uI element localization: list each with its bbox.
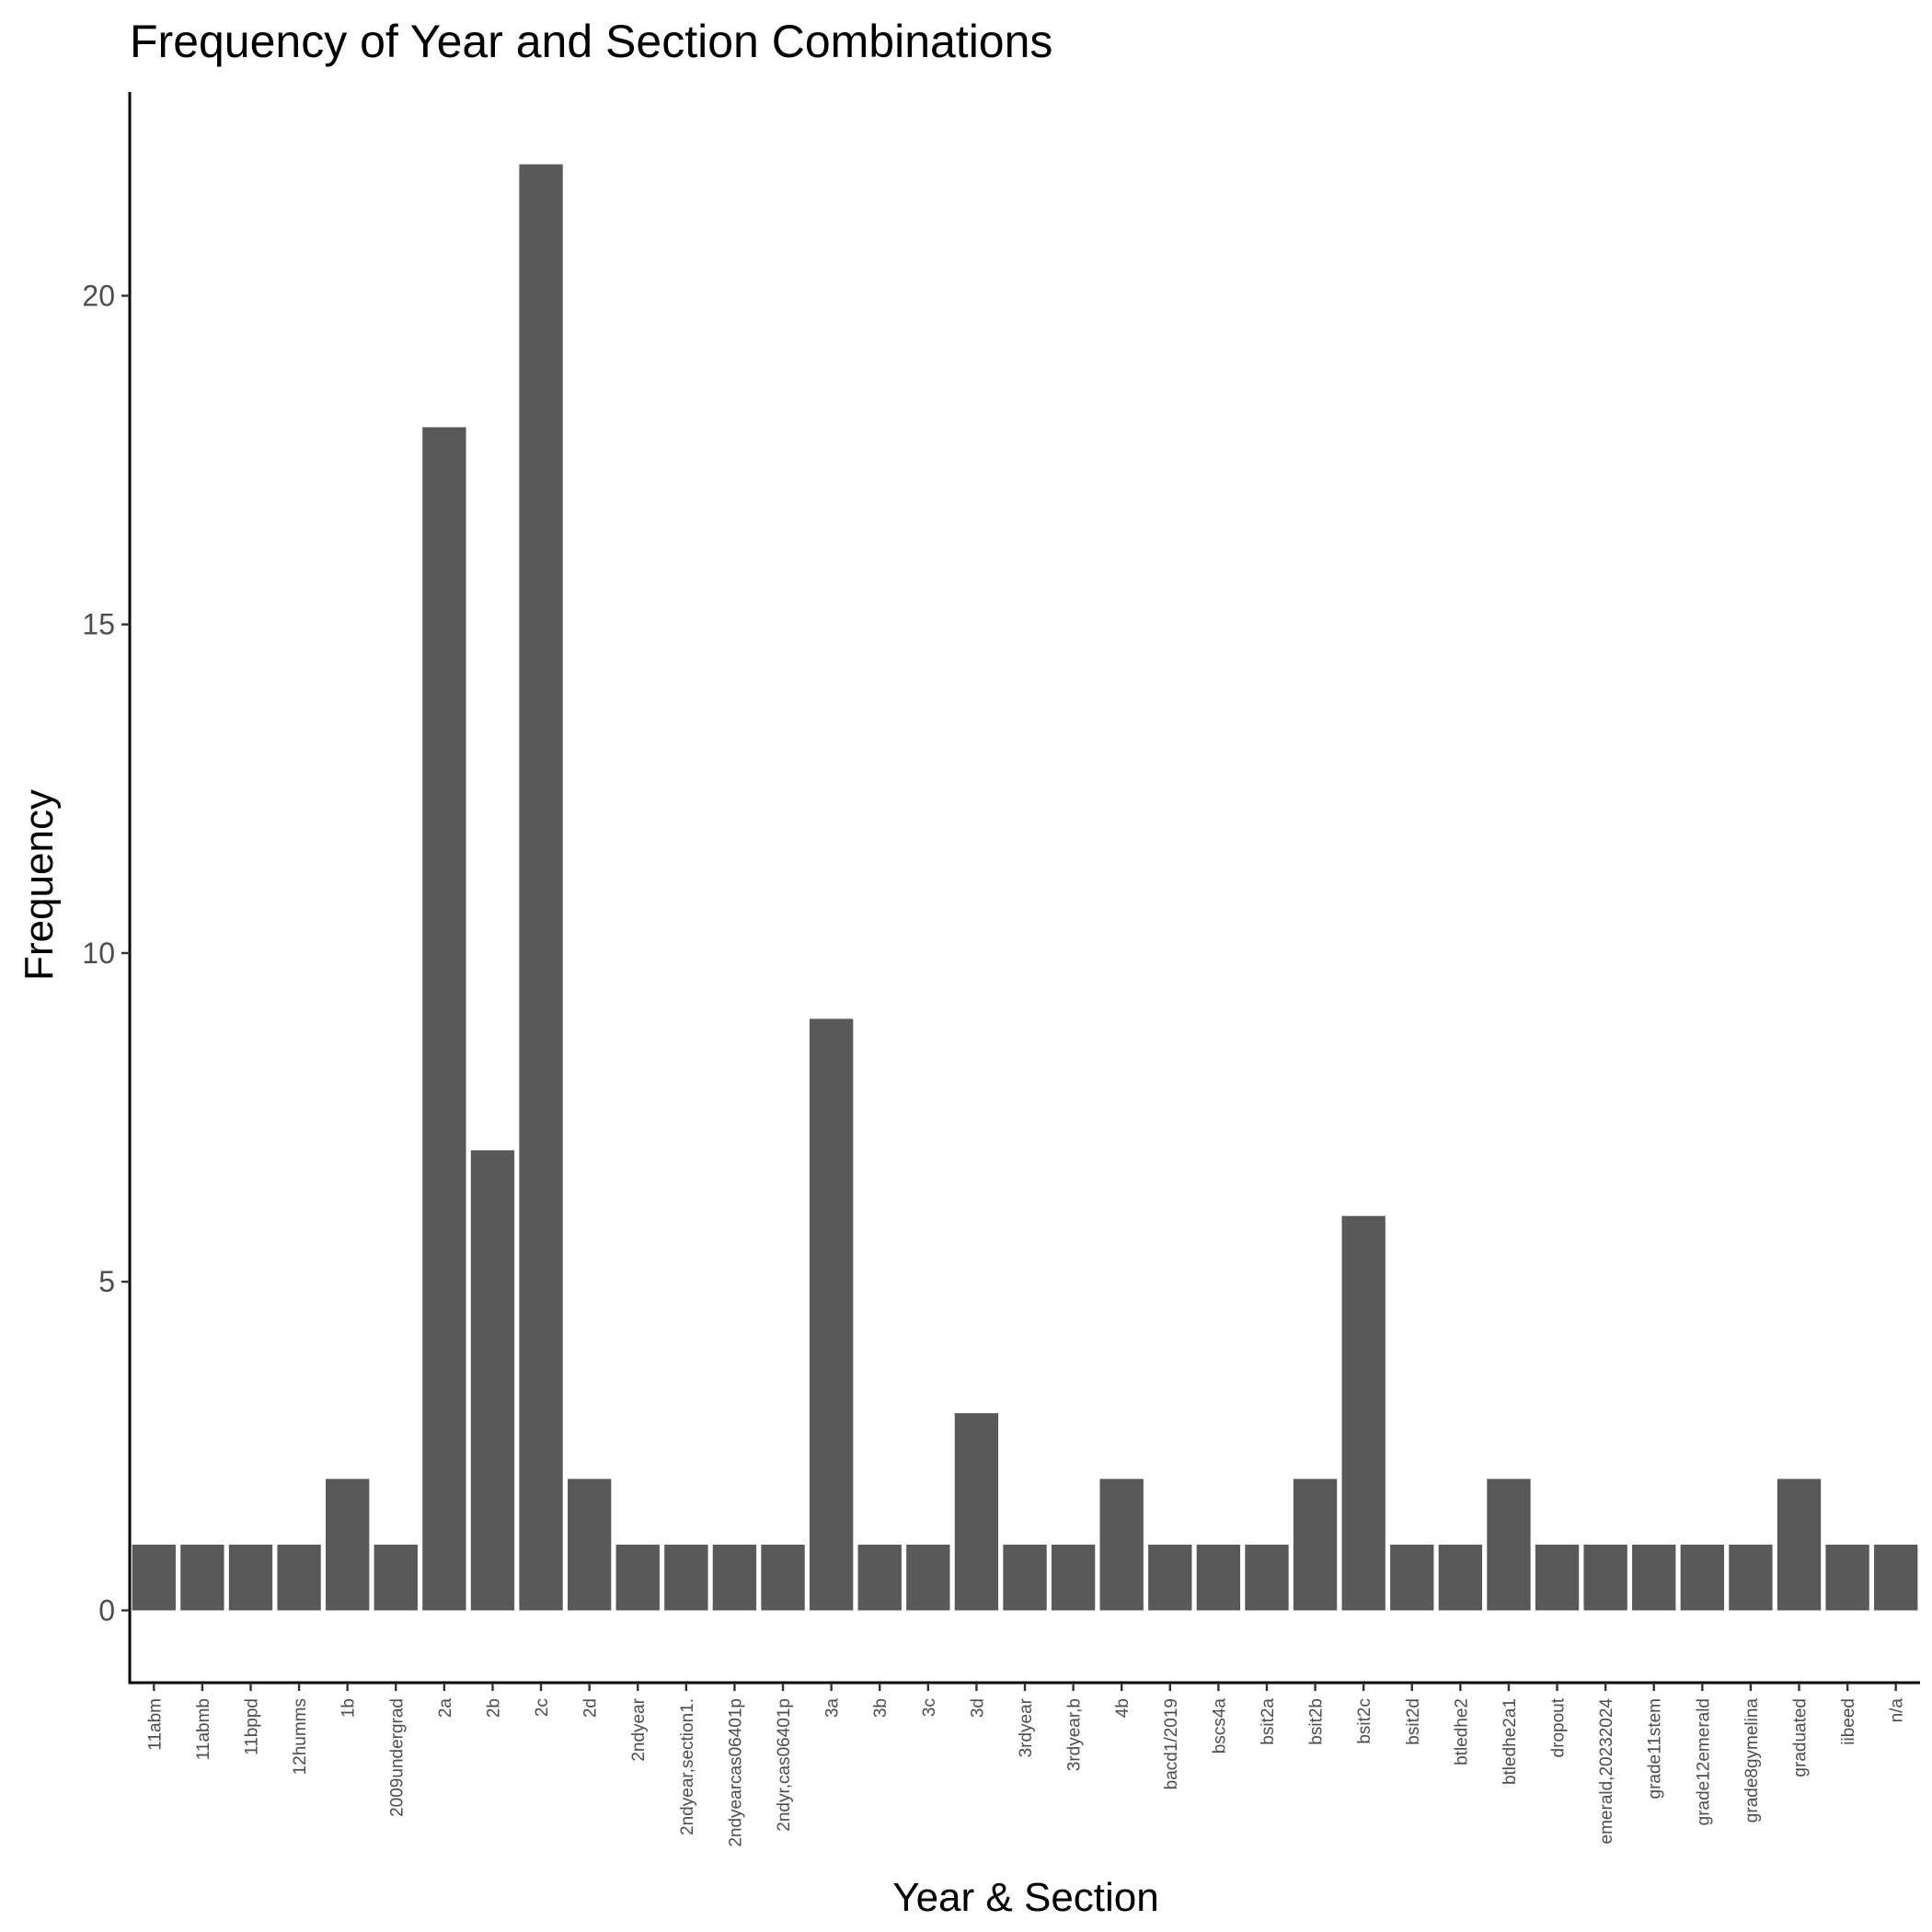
bar-bsit2d (1390, 1544, 1434, 1611)
x-tick-label: bsit2a (1259, 1698, 1278, 1745)
x-tick-label: n/a (1888, 1698, 1907, 1723)
bar-3d (954, 1413, 999, 1611)
x-tick-label: 2a (436, 1698, 455, 1719)
x-tick-label: 11bppd (242, 1698, 261, 1755)
bar-3c (906, 1544, 950, 1611)
x-tick-label: 11abm (145, 1698, 165, 1751)
x-tick-label: 12humms (291, 1698, 310, 1775)
bar-dropout (1535, 1544, 1580, 1611)
bar-3b (857, 1544, 902, 1611)
x-tick-label: bacd1/2019 (1162, 1698, 1181, 1789)
x-tick-label: bsit2c (1355, 1698, 1374, 1744)
x-tick-label: 3c (920, 1698, 939, 1717)
x-tick-label: grade12emerald (1694, 1698, 1713, 1825)
bar-3a (809, 1018, 854, 1611)
bar-graduated (1777, 1478, 1822, 1611)
bar-bsit2c (1341, 1215, 1386, 1611)
bar-grade12emerald (1680, 1544, 1724, 1611)
bar-4b (1099, 1478, 1144, 1611)
x-tick-label: 3b (871, 1698, 891, 1718)
x-tick-label: 3a (823, 1698, 843, 1719)
bar-11abm (132, 1544, 176, 1611)
bar-2009undergrad (374, 1544, 418, 1611)
y-ticks-layer: 0 5 10 15 20 (82, 279, 130, 1627)
bar-2b (470, 1150, 515, 1611)
x-tick-label: emerald,20232024 (1597, 1698, 1616, 1845)
chart-title: Frequency of Year and Section Combinatio… (130, 16, 1052, 67)
bar-grade11stem (1632, 1544, 1676, 1611)
bar-3rdyear,b (1051, 1544, 1096, 1611)
x-tick-label: 11abmb (194, 1698, 213, 1760)
y-tick-label: 0 (98, 1593, 115, 1627)
bar-grade8gymelina (1729, 1544, 1773, 1611)
bar-2ndyr,cas06401p (761, 1544, 805, 1611)
bar-bacd1/2019 (1148, 1544, 1192, 1611)
bar-iibeed (1825, 1544, 1869, 1611)
bar-2d (567, 1478, 612, 1611)
x-tick-label: grade8gymelina (1742, 1698, 1762, 1823)
bar-2ndyear,section1. (664, 1544, 708, 1611)
bar-btledhe2 (1438, 1544, 1483, 1611)
y-tick-label: 20 (82, 279, 115, 312)
x-tick-label: 3d (968, 1698, 987, 1718)
bar-emerald,20232024 (1583, 1544, 1627, 1611)
bar-btledhe2a1 (1487, 1478, 1531, 1611)
bar-2a (422, 427, 466, 1611)
x-tick-label: 2ndyr,cas06401p (775, 1698, 794, 1832)
bar-bsit2b (1293, 1478, 1338, 1611)
x-ticks-layer: 11abm 11abmb 11bppd 12humms 1b 2009undergrad 2… (145, 1683, 1907, 1847)
x-axis-title: Year & Section (892, 1875, 1158, 1920)
x-tick-label: 2009undergrad (387, 1698, 407, 1817)
x-tick-label: btledhe2a1 (1501, 1698, 1520, 1785)
bar-11bppd (228, 1544, 273, 1611)
bar-3rdyear (1003, 1544, 1047, 1611)
y-tick-label: 10 (82, 937, 115, 970)
x-tick-label: graduated (1791, 1698, 1811, 1777)
x-tick-label: 3rdyear,b (1065, 1698, 1085, 1771)
x-tick-label: 2d (581, 1698, 601, 1718)
bar-bsit2a (1245, 1544, 1289, 1611)
x-tick-label: bscs4a (1210, 1698, 1229, 1754)
x-tick-label: iibeed (1839, 1698, 1858, 1745)
bar-bscs4a (1196, 1544, 1241, 1611)
bar-12humms (277, 1544, 321, 1611)
bar-2c (519, 164, 563, 1611)
bar-11abmb (180, 1544, 224, 1611)
x-tick-label: 3rdyear (1017, 1697, 1036, 1757)
x-tick-label: 2ndyear (629, 1697, 649, 1761)
bars-layer (132, 164, 1918, 1611)
x-tick-label: btledhe2 (1452, 1698, 1471, 1765)
bar-2ndyear (615, 1544, 660, 1611)
x-tick-label: grade11stem (1646, 1698, 1665, 1800)
x-tick-label: 4b (1113, 1698, 1133, 1718)
bar-2ndyearcas06401p (712, 1544, 757, 1611)
x-tick-label: bsit2d (1404, 1698, 1423, 1745)
bar-1b (326, 1478, 370, 1611)
y-tick-label: 5 (98, 1265, 115, 1298)
x-tick-label: bsit2b (1307, 1698, 1327, 1745)
y-tick-label: 15 (82, 608, 115, 641)
x-tick-label: 1b (339, 1698, 359, 1718)
y-axis-title: Frequency (17, 789, 62, 981)
x-tick-label: 2ndyear,section1. (678, 1698, 697, 1835)
bar-n/a (1874, 1544, 1918, 1611)
x-tick-label: 2c (533, 1698, 552, 1717)
x-tick-label: dropout (1549, 1697, 1569, 1757)
x-tick-label: 2ndyearcas06401p (726, 1698, 745, 1847)
x-tick-label: 2b (484, 1698, 503, 1718)
